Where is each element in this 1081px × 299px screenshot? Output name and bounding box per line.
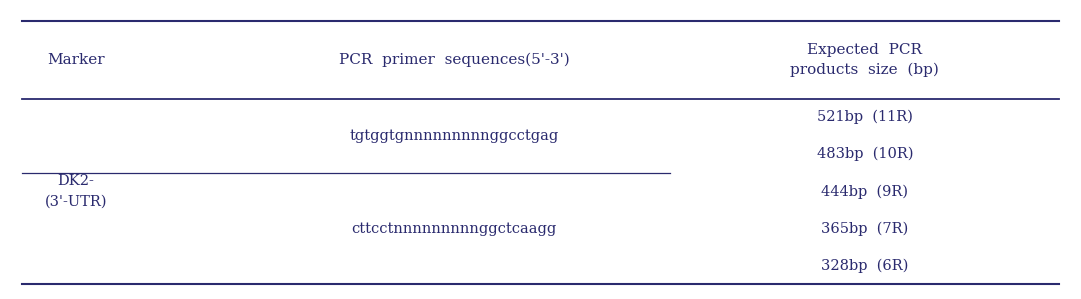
Text: 444bp  (9R): 444bp (9R) — [822, 184, 908, 199]
Text: tgtggtgnnnnnnnnnggcctgag: tgtggtgnnnnnnnnnggcctgag — [349, 129, 559, 143]
Text: Marker: Marker — [46, 53, 105, 67]
Text: cttcctnnnnnnnnnggctcaagg: cttcctnnnnnnnnnggctcaagg — [351, 222, 557, 236]
Text: 365bp  (7R): 365bp (7R) — [822, 221, 908, 236]
Text: 328bp  (6R): 328bp (6R) — [822, 258, 908, 273]
Text: Expected  PCR
products  size  (bp): Expected PCR products size (bp) — [790, 43, 939, 77]
Text: DK2-
(3'-UTR): DK2- (3'-UTR) — [44, 174, 107, 209]
Text: PCR  primer  sequences(5'-3'): PCR primer sequences(5'-3') — [338, 53, 570, 67]
Text: 521bp  (11R): 521bp (11R) — [817, 110, 912, 124]
Text: 483bp  (10R): 483bp (10R) — [816, 147, 913, 161]
